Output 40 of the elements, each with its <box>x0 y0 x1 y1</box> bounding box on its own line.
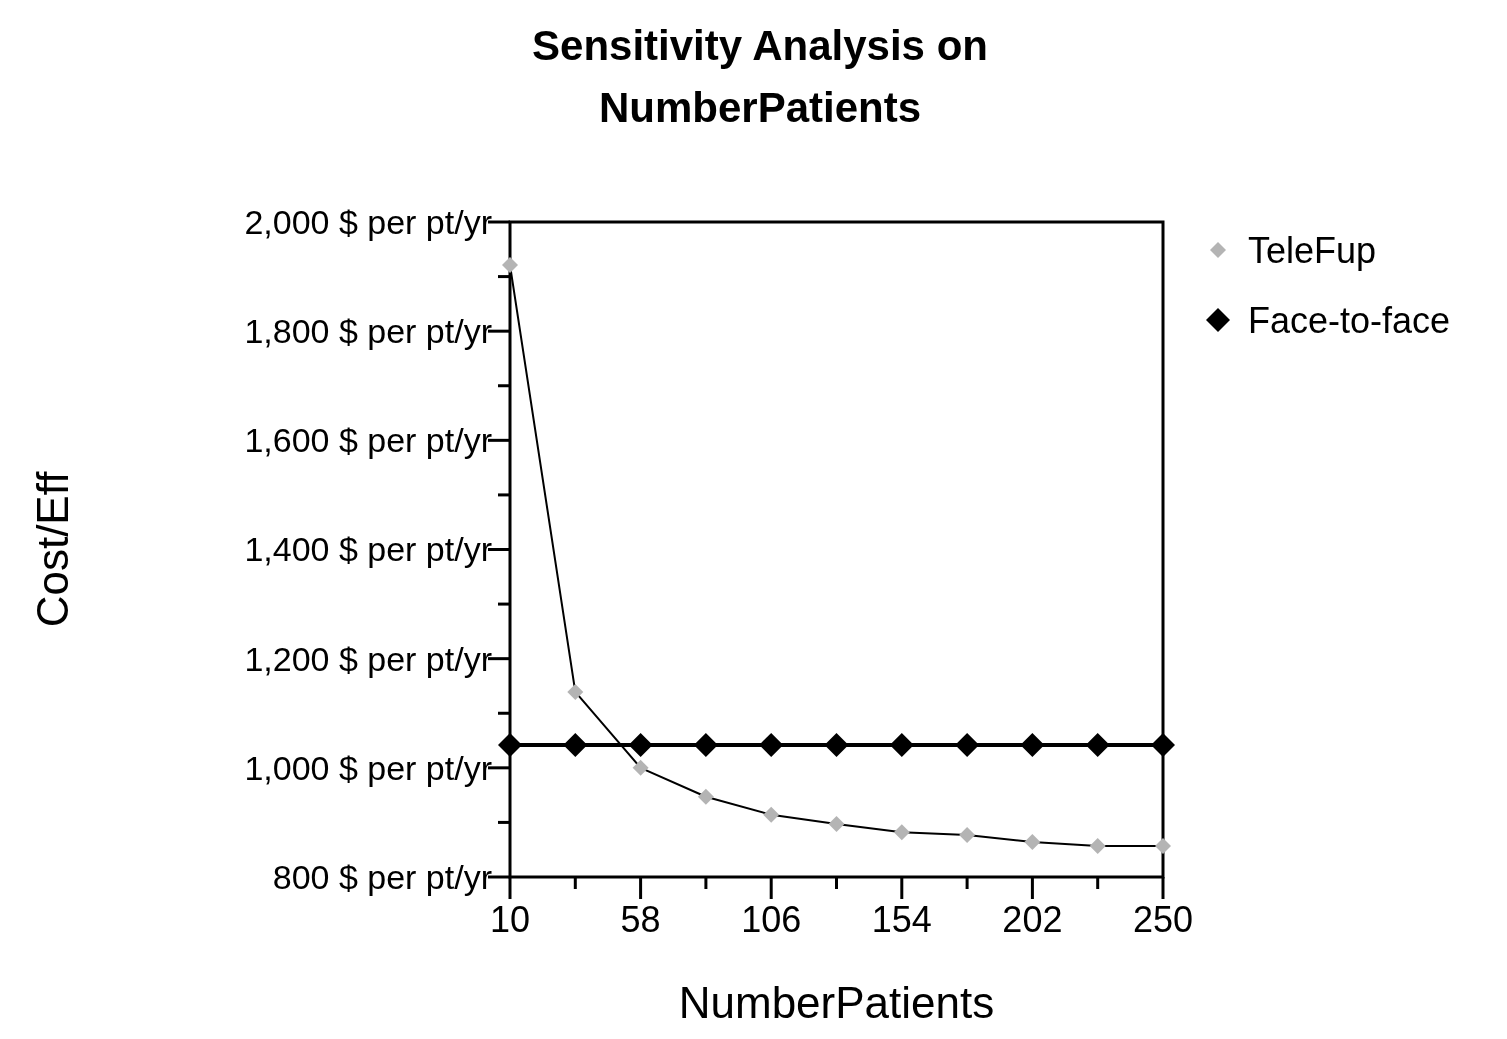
point <box>1151 732 1175 757</box>
chart-title: Sensitivity Analysis on NumberPatients <box>532 22 988 131</box>
point <box>1020 732 1045 757</box>
point <box>1024 834 1041 851</box>
point <box>955 732 980 757</box>
y-tick-label: 800 $ per pt/yr <box>272 857 492 896</box>
point <box>893 824 910 841</box>
y-tick-label: 1,000 $ per pt/yr <box>244 748 492 787</box>
point <box>959 826 976 843</box>
x-axis-title: NumberPatients <box>678 978 995 1027</box>
y-tick-label: 1,600 $ per pt/yr <box>244 421 492 460</box>
x-tick-label: 106 <box>741 899 802 940</box>
point <box>502 257 518 274</box>
point <box>824 732 849 757</box>
legend-label: TeleFup <box>1248 229 1377 271</box>
x-tick-label: 202 <box>1002 899 1063 940</box>
point <box>1085 732 1110 757</box>
point <box>563 732 588 757</box>
point <box>693 732 718 757</box>
point <box>498 732 522 757</box>
point <box>632 759 649 776</box>
x-tick-label: 154 <box>871 899 932 940</box>
x-tick-label: 10 <box>489 899 531 940</box>
point <box>697 788 714 805</box>
y-tick-label: 1,400 $ per pt/yr <box>244 530 492 569</box>
y-tick-label: 2,000 $ per pt/yr <box>244 202 492 241</box>
point <box>889 732 914 757</box>
point <box>763 806 780 823</box>
legend-label: Face-to-face <box>1248 299 1451 341</box>
point <box>567 683 584 700</box>
x-tick-label: 250 <box>1132 899 1194 940</box>
point <box>1089 837 1106 854</box>
point <box>628 732 653 757</box>
y-tick-label: 1,800 $ per pt/yr <box>244 312 492 351</box>
y-axis-title: Cost/Eff <box>28 470 77 628</box>
y-tick-label: 1,200 $ per pt/yr <box>244 639 492 678</box>
point <box>828 816 845 833</box>
point <box>1155 837 1171 854</box>
x-tick-label: 58 <box>620 899 661 940</box>
point <box>759 732 784 757</box>
